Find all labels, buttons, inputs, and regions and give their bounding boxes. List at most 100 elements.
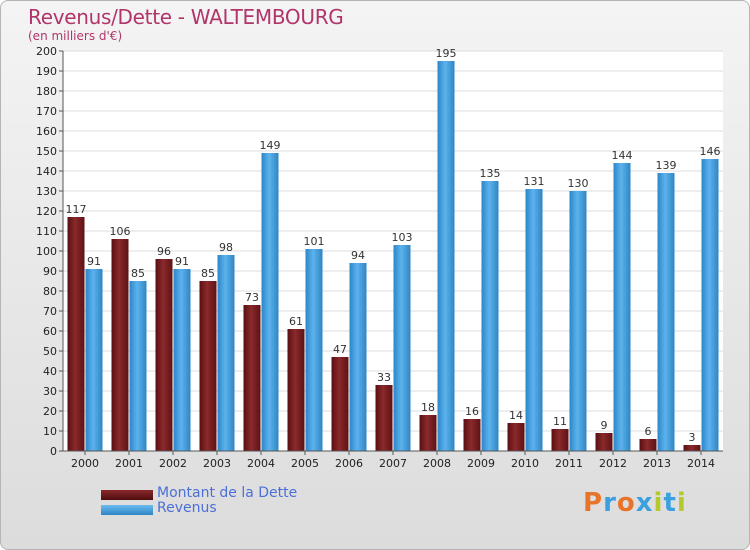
y-tick-label: 0 [50, 445, 57, 458]
legend-swatch-debt [101, 490, 153, 500]
y-tick-label: 70 [43, 305, 57, 318]
data-label-revenue: 103 [392, 231, 413, 244]
bar-revenue [393, 245, 411, 451]
y-tick-label: 140 [36, 165, 57, 178]
proxiti-logo: Proxiti [583, 488, 687, 518]
data-label-revenue: 135 [480, 167, 501, 180]
y-tick-label: 170 [36, 105, 57, 118]
legend-swatch-revenue [101, 505, 153, 515]
x-tick-label: 2014 [687, 457, 715, 470]
x-tick-label: 2010 [511, 457, 539, 470]
data-label-debt: 14 [509, 409, 523, 422]
legend-label-debt: Montant de la Dette [157, 485, 298, 501]
bar-debt [375, 385, 393, 451]
x-tick-label: 2007 [379, 457, 407, 470]
bar-debt [331, 357, 349, 451]
logo-letter: i [676, 488, 687, 518]
logo-letter: r [603, 488, 617, 518]
data-label-revenue: 195 [436, 47, 457, 60]
data-label-debt: 85 [201, 267, 215, 280]
bar-revenue [349, 263, 367, 451]
data-label-revenue: 146 [700, 145, 721, 158]
bar-debt [551, 429, 569, 451]
data-label-debt: 47 [333, 343, 347, 356]
bar-revenue [613, 163, 631, 451]
bar-debt [243, 305, 261, 451]
y-tick-label: 150 [36, 145, 57, 158]
bar-debt [155, 259, 173, 451]
data-label-debt: 11 [553, 415, 567, 428]
x-tick-label: 2005 [291, 457, 319, 470]
data-label-debt: 106 [110, 225, 131, 238]
data-label-revenue: 131 [524, 175, 545, 188]
bar-revenue [261, 153, 279, 451]
bar-debt [683, 445, 701, 451]
logo-letter: t [663, 488, 677, 518]
y-tick-label: 30 [43, 385, 57, 398]
data-label-revenue: 130 [568, 177, 589, 190]
data-label-debt: 73 [245, 291, 259, 304]
bars-layer [67, 61, 719, 451]
logo-letter: P [583, 488, 604, 518]
y-tick-label: 130 [36, 185, 57, 198]
data-label-debt: 117 [66, 203, 87, 216]
data-label-revenue: 101 [304, 235, 325, 248]
data-label-debt: 18 [421, 401, 435, 414]
x-tick-label: 2012 [599, 457, 627, 470]
data-label-revenue: 91 [87, 255, 101, 268]
data-label-debt: 6 [645, 425, 652, 438]
legend-label-revenue: Revenus [157, 500, 217, 516]
bar-debt [507, 423, 525, 451]
y-tick-label: 40 [43, 365, 57, 378]
x-tick-label: 2002 [159, 457, 187, 470]
y-tick-label: 180 [36, 85, 57, 98]
bar-revenue [481, 181, 499, 451]
labels-layer: 1179110685969185987314961101479433103181… [66, 47, 721, 444]
data-label-debt: 9 [601, 419, 608, 432]
bar-debt [67, 217, 85, 451]
bar-revenue [437, 61, 455, 451]
data-label-revenue: 98 [219, 241, 233, 254]
x-tick-label: 2004 [247, 457, 275, 470]
data-label-revenue: 85 [131, 267, 145, 280]
bar-debt [199, 281, 217, 451]
y-tick-label: 90 [43, 265, 57, 278]
data-label-revenue: 91 [175, 255, 189, 268]
axis-layer: 0 10 20 30 40 50 60 70 80 90 100 110 120 130 140 150 160… [36, 45, 723, 470]
x-tick-label: 2001 [115, 457, 143, 470]
bar-revenue [217, 255, 235, 451]
y-tick-label: 120 [36, 205, 57, 218]
bar-debt [463, 419, 481, 451]
bar-debt [419, 415, 437, 451]
y-tick-label: 190 [36, 65, 57, 78]
y-tick-label: 110 [36, 225, 57, 238]
data-label-revenue: 144 [612, 149, 633, 162]
y-tick-label: 60 [43, 325, 57, 338]
x-tick-label: 2009 [467, 457, 495, 470]
x-tick-label: 2013 [643, 457, 671, 470]
bar-revenue [85, 269, 103, 451]
data-label-debt: 61 [289, 315, 303, 328]
x-tick-label: 2006 [335, 457, 363, 470]
data-label-debt: 16 [465, 405, 479, 418]
bar-revenue [525, 189, 543, 451]
chart-subtitle: (en milliers d'€) [28, 29, 123, 43]
y-tick-label: 160 [36, 125, 57, 138]
data-label-revenue: 94 [351, 249, 365, 262]
grid-layer [63, 50, 723, 452]
y-tick-label: 100 [36, 245, 57, 258]
bar-revenue [657, 173, 675, 451]
chart-title: Revenus/Dette - WALTEMBOURG [28, 5, 344, 29]
bar-revenue [173, 269, 191, 451]
x-tick-label: 2000 [71, 457, 99, 470]
y-tick-label: 10 [43, 425, 57, 438]
bar-debt [111, 239, 129, 451]
data-label-revenue: 149 [260, 139, 281, 152]
bar-debt [595, 433, 613, 451]
bar-revenue [129, 281, 147, 451]
logo-letter: o [616, 488, 636, 518]
bar-revenue [701, 159, 719, 451]
y-tick-label: 50 [43, 345, 57, 358]
